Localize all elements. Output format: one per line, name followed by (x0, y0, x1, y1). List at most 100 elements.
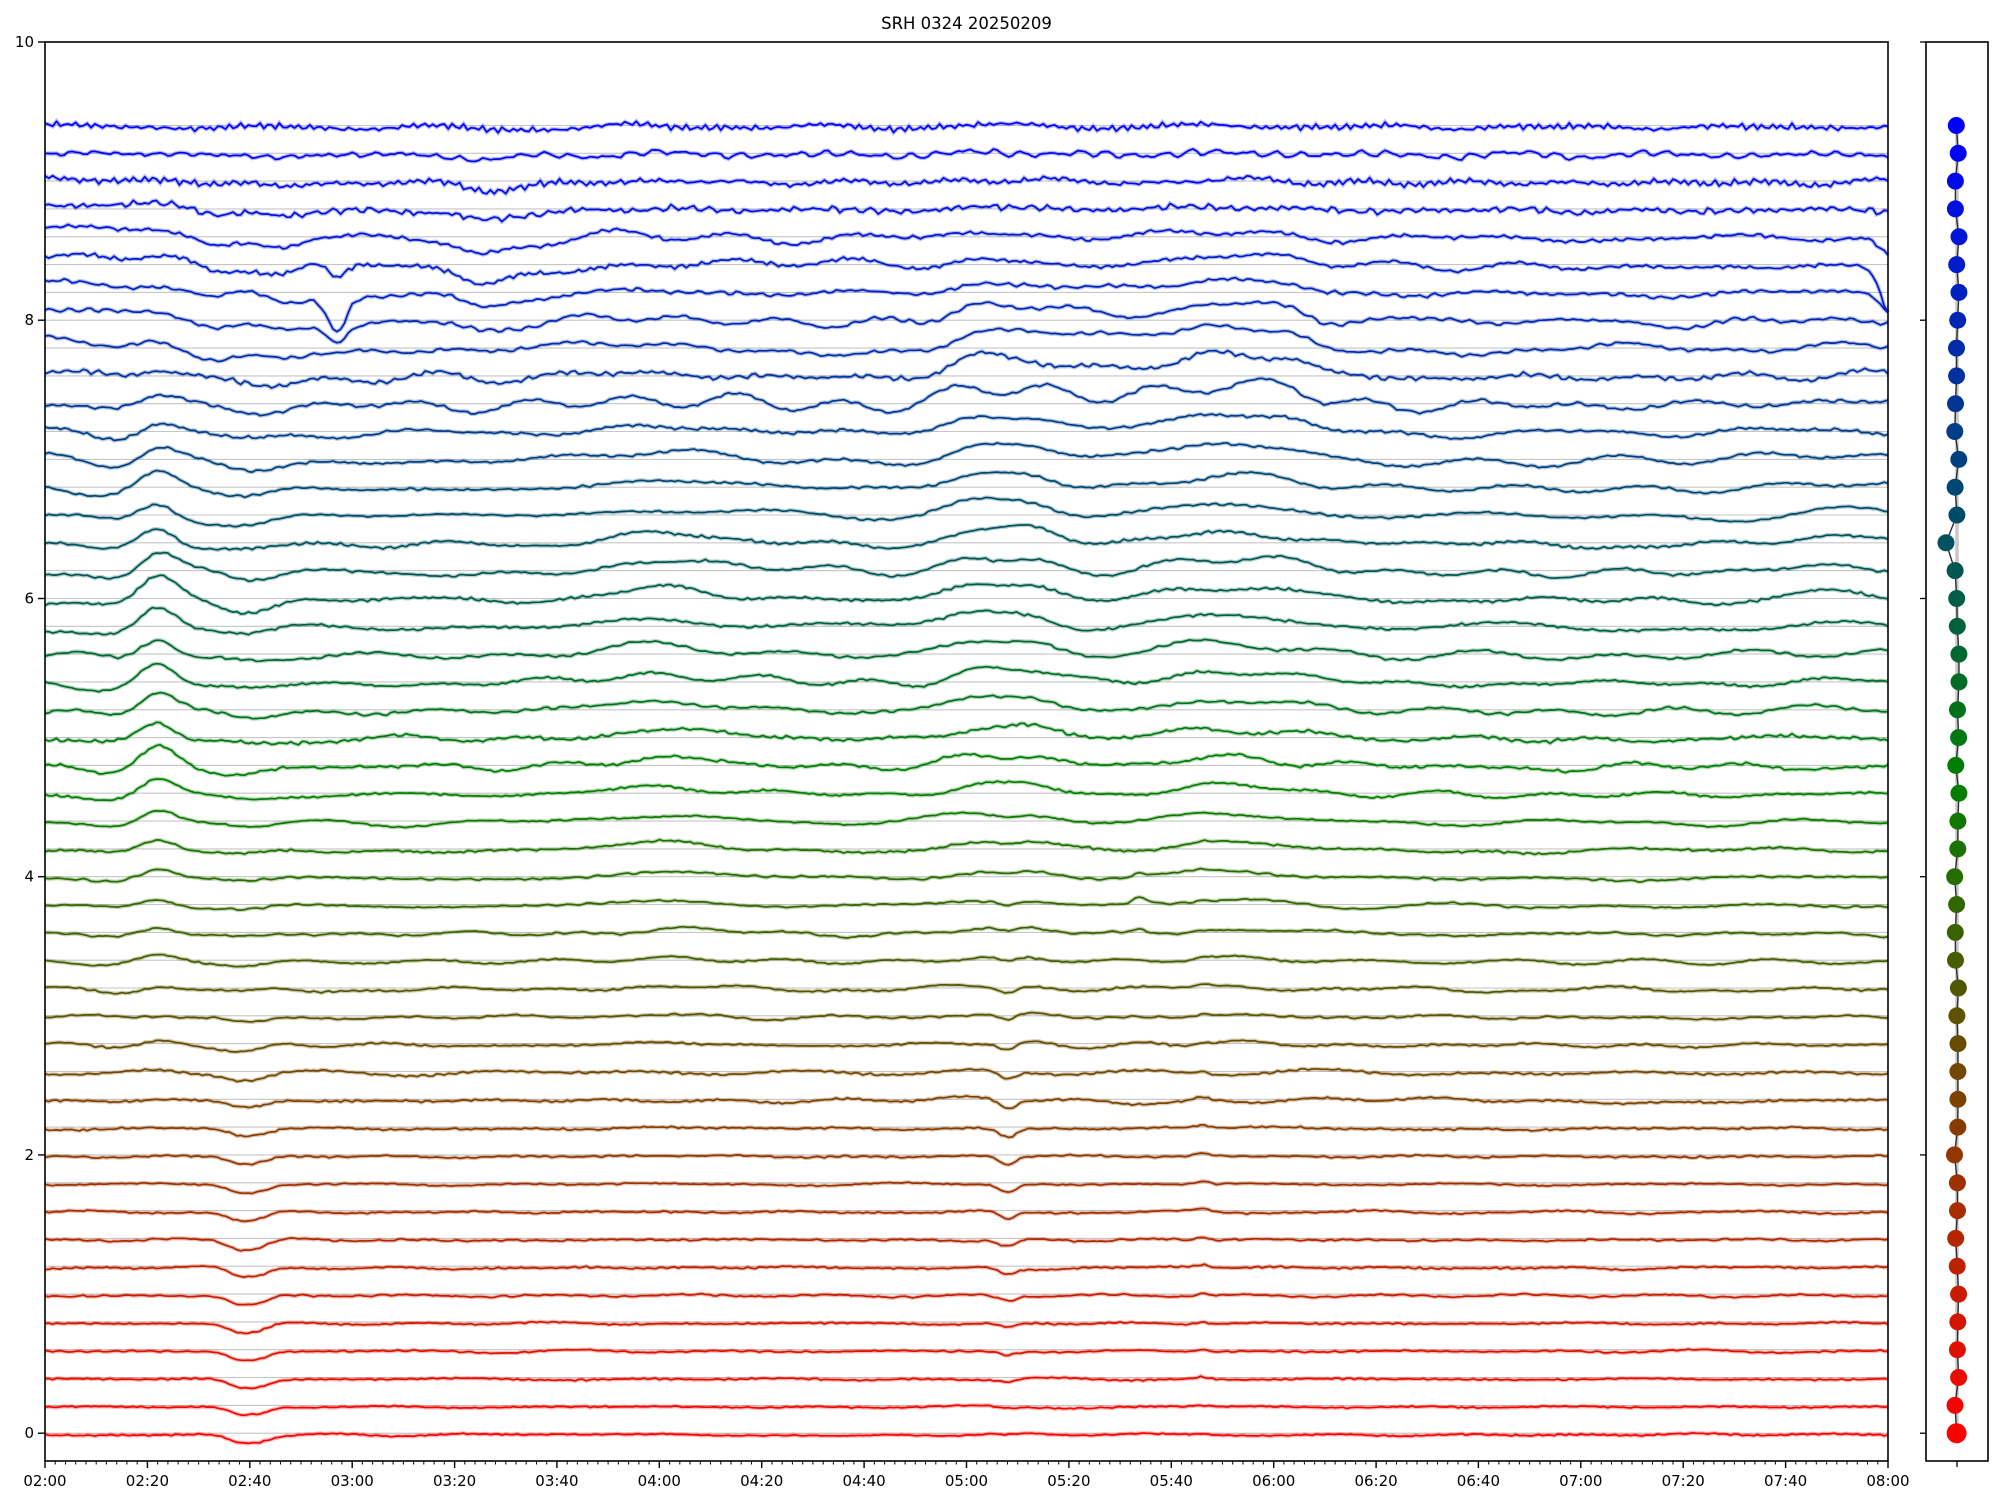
channel-dot-ch32 (1946, 562, 1964, 580)
x-tick-label: 06:40 (1457, 1472, 1500, 1490)
trace-line-ch11 (44, 1152, 1889, 1166)
trace-halo-ch32 (44, 550, 1889, 584)
channel-dot-ch4 (1948, 1341, 1966, 1359)
x-tick-label: 08:00 (1866, 1472, 1909, 1490)
channel-dot-ch20 (1948, 896, 1966, 913)
channel-dot-ch25 (1947, 756, 1965, 774)
channel-dot-ch21 (1946, 868, 1964, 886)
trace-line-ch23 (44, 810, 1888, 829)
channel-dot-ch7 (1948, 1257, 1966, 1275)
y-tick-label: 10 (15, 33, 34, 51)
trace-line-ch42 (44, 276, 1889, 333)
channel-dot-ch40 (1948, 339, 1965, 357)
channel-dot-ch35 (1946, 478, 1964, 496)
y-tick-label: 8 (24, 311, 34, 329)
channel-dot-ch37 (1946, 423, 1964, 440)
trace-line-ch10 (44, 1180, 1889, 1195)
trace-line-ch32 (44, 551, 1889, 583)
channel-dot-ch1 (1946, 1423, 1967, 1444)
channel-dot-ch11 (1946, 1146, 1963, 1164)
chart-title: SRH 0324 20250209 (881, 14, 1052, 33)
channel-dot-ch5 (1949, 1313, 1967, 1331)
trace-halo-ch25 (44, 742, 1890, 778)
channel-dot-ch44 (1950, 228, 1968, 246)
trace-line-ch9 (44, 1207, 1889, 1223)
channel-dot-ch10 (1948, 1174, 1966, 1192)
channel-dot-ch13 (1949, 1090, 1967, 1108)
trace-line-ch17 (44, 983, 1889, 995)
main-axes-frame (44, 41, 1889, 1462)
trace-line-ch39 (44, 349, 1889, 389)
channel-dot-ch42 (1950, 283, 1968, 301)
trace-line-ch8 (44, 1236, 1889, 1252)
x-tick-label: 07:00 (1559, 1472, 1602, 1490)
trace-halo-ch35 (44, 468, 1889, 500)
channel-dot-ch45 (1946, 200, 1964, 218)
trace-line-ch16 (44, 1011, 1889, 1023)
channel-dot-ch9 (1949, 1202, 1966, 1220)
x-tick-label: 04:20 (740, 1472, 783, 1490)
channel-dot-ch34 (1948, 506, 1966, 524)
trace-line-ch29 (44, 638, 1889, 663)
trace-halo-ch10 (44, 1179, 1889, 1196)
y-tick-label: 6 (24, 590, 34, 608)
trace-line-ch2 (44, 1404, 1889, 1417)
channel-dot-ch26 (1950, 729, 1968, 747)
trace-line-ch40 (44, 323, 1889, 363)
trace-line-ch44 (44, 223, 1889, 256)
x-axis: 02:00 02:20 02:40 03:00 03:20 03:40 04:00 04:20… (23, 1461, 1910, 1490)
trace-line-ch35 (44, 469, 1889, 499)
channel-dot-ch16 (1948, 1007, 1966, 1025)
trace-line-ch30 (44, 606, 1889, 636)
channel-dot-ch12 (1949, 1118, 1967, 1136)
trace-line-ch7 (44, 1263, 1889, 1278)
trace-line-ch41 (44, 300, 1889, 344)
x-tick-label: 07:20 (1662, 1472, 1705, 1490)
channel-dot-ch22 (1949, 840, 1967, 858)
trace-halo-ch28 (44, 661, 1889, 695)
channel-dot-ch46 (1946, 172, 1964, 190)
trace-line-ch36 (44, 442, 1889, 473)
channel-dot-ch24 (1950, 784, 1968, 802)
channel-dot-ch39 (1948, 367, 1966, 385)
channel-dot-ch18 (1947, 951, 1964, 969)
trace-halo-ch38 (44, 376, 1889, 418)
trace-line-ch25 (44, 743, 1889, 777)
channel-dot-ch23 (1949, 812, 1967, 830)
trace-line-ch43 (44, 252, 1889, 313)
x-tick-label: 03:40 (535, 1472, 578, 1490)
y-axis: 0 2 4 6 8 10 (15, 33, 45, 1442)
trace-line-ch24 (44, 778, 1889, 802)
channel-dot-ch41 (1949, 311, 1967, 329)
trace-line-ch3 (45, 1375, 1889, 1390)
trace-line-ch48 (44, 120, 1889, 134)
channel-dot-ch28 (1950, 673, 1968, 691)
trace-line-ch19 (44, 925, 1889, 939)
channel-dot-ch43 (1948, 256, 1966, 274)
channel-dot-ch31 (1948, 590, 1966, 607)
y-tick-label: 4 (24, 868, 34, 886)
trace-line-ch1 (44, 1431, 1889, 1445)
x-tick-label: 02:00 (23, 1472, 66, 1490)
trace-line-ch38 (44, 377, 1889, 417)
trace-line-ch5 (44, 1320, 1889, 1335)
channel-dot-ch30 (1948, 617, 1966, 635)
y-tick-label: 0 (24, 1424, 34, 1442)
trace-line-ch45 (44, 199, 1889, 223)
channel-dot-ch17 (1949, 979, 1967, 997)
channel-dot-ch19 (1946, 923, 1964, 941)
channel-dot-ch27 (1949, 701, 1966, 719)
trace-halo-ch45 (44, 197, 1889, 225)
channel-dot-ch2 (1946, 1396, 1964, 1414)
trace-line-ch33 (44, 523, 1889, 551)
trace-line-ch34 (44, 496, 1889, 528)
channel-dot-ch47 (1949, 144, 1967, 162)
x-tick-label: 06:20 (1354, 1472, 1397, 1490)
channel-dot-ch6 (1950, 1285, 1968, 1303)
trace-halo-ch31 (44, 573, 1889, 617)
channel-dot-ch38 (1947, 395, 1964, 413)
x-tick-label: 03:00 (331, 1472, 374, 1490)
x-tick-label: 05:40 (1150, 1472, 1193, 1490)
x-tick-label: 02:40 (228, 1472, 271, 1490)
